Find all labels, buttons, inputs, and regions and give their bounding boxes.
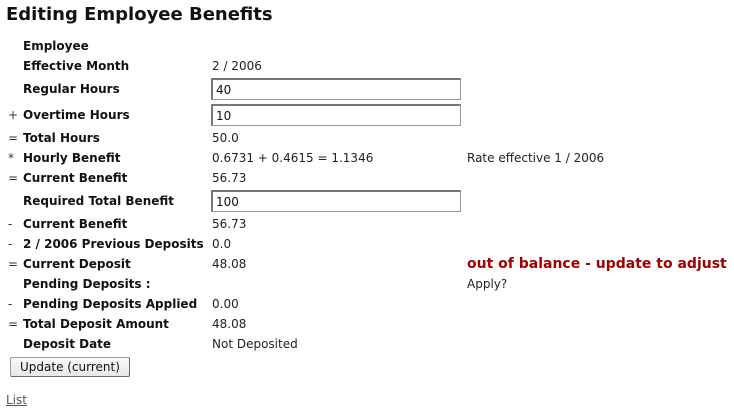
pending-deposits-row: Pending Deposits : Apply? [0, 274, 734, 294]
list-link[interactable]: List [6, 393, 27, 407]
regular-hours-label: Regular Hours [23, 82, 120, 96]
overtime-hours-label: Overtime Hours [23, 108, 130, 122]
current-deposit-value: 48.08 [212, 257, 247, 271]
employee-label: Employee [23, 39, 89, 53]
deposit-date-row: Deposit Date Not Deposited [0, 334, 734, 354]
regular-hours-row: Regular Hours [0, 79, 734, 99]
update-button[interactable]: Update (current) [10, 357, 130, 377]
current-deposit-row: = Current Deposit 48.08 out of balance -… [0, 254, 734, 274]
overtime-hours-row: + Overtime Hours [0, 105, 734, 125]
previous-deposits-row: - 2 / 2006 Previous Deposits 0.0 [0, 234, 734, 254]
total-hours-label: Total Hours [23, 131, 100, 145]
pending-deposits-applied-row: - Pending Deposits Applied 0.00 [0, 294, 734, 314]
minus-operator: - [8, 297, 13, 311]
equals-operator: = [8, 171, 19, 185]
deposit-date-label: Deposit Date [23, 337, 112, 351]
required-total-benefit-label: Required Total Benefit [23, 194, 175, 208]
current-deposit-label: Current Deposit [23, 257, 131, 271]
equals-operator: = [8, 257, 19, 271]
total-hours-value: 50.0 [212, 131, 239, 145]
employee-row: Employee [0, 36, 734, 56]
pending-deposits-label: Pending Deposits : [23, 277, 151, 291]
total-deposit-amount-label: Total Deposit Amount [23, 317, 169, 331]
page-title: Editing Employee Benefits [6, 4, 273, 25]
equals-operator: = [8, 131, 19, 145]
current-benefit-row: = Current Benefit 56.73 [0, 168, 734, 188]
effective-month-row: Effective Month 2 / 2006 [0, 56, 734, 76]
multiply-operator: * [8, 151, 14, 165]
overtime-hours-input[interactable] [211, 104, 461, 126]
hourly-benefit-label: Hourly Benefit [23, 151, 121, 165]
pending-deposits-applied-label: Pending Deposits Applied [23, 297, 198, 311]
plus-operator: + [8, 108, 19, 122]
total-hours-row: = Total Hours 50.0 [0, 128, 734, 148]
total-deposit-amount-row: = Total Deposit Amount 48.08 [0, 314, 734, 334]
hourly-benefit-value: 0.6731 + 0.4615 = 1.1346 [212, 151, 374, 165]
required-total-benefit-input[interactable] [211, 190, 461, 212]
total-deposit-amount-value: 48.08 [212, 317, 247, 331]
current-benefit-label: Current Benefit [23, 171, 128, 185]
previous-deposits-value: 0.0 [212, 237, 232, 251]
out-of-balance-warning: out of balance - update to adjust [467, 256, 727, 272]
hourly-benefit-row: * Hourly Benefit 0.6731 + 0.4615 = 1.134… [0, 148, 734, 168]
current-benefit-value: 56.73 [212, 217, 247, 231]
equals-operator: = [8, 317, 19, 331]
minus-operator: - [8, 237, 13, 251]
effective-month-label: Effective Month [23, 59, 130, 73]
previous-deposits-label: 2 / 2006 Previous Deposits [23, 237, 204, 251]
current-benefit-label: Current Benefit [23, 217, 128, 231]
current-benefit-subtract-row: - Current Benefit 56.73 [0, 214, 734, 234]
current-benefit-value: 56.73 [212, 171, 247, 185]
apply-text: Apply? [467, 277, 508, 291]
deposit-date-value: Not Deposited [212, 337, 298, 351]
minus-operator: - [8, 217, 13, 231]
regular-hours-input[interactable] [211, 78, 461, 100]
rate-effective-note: Rate effective 1 / 2006 [467, 151, 605, 165]
pending-deposits-applied-value: 0.00 [212, 297, 239, 311]
effective-month-value: 2 / 2006 [212, 59, 262, 73]
required-total-benefit-row: Required Total Benefit [0, 191, 734, 211]
